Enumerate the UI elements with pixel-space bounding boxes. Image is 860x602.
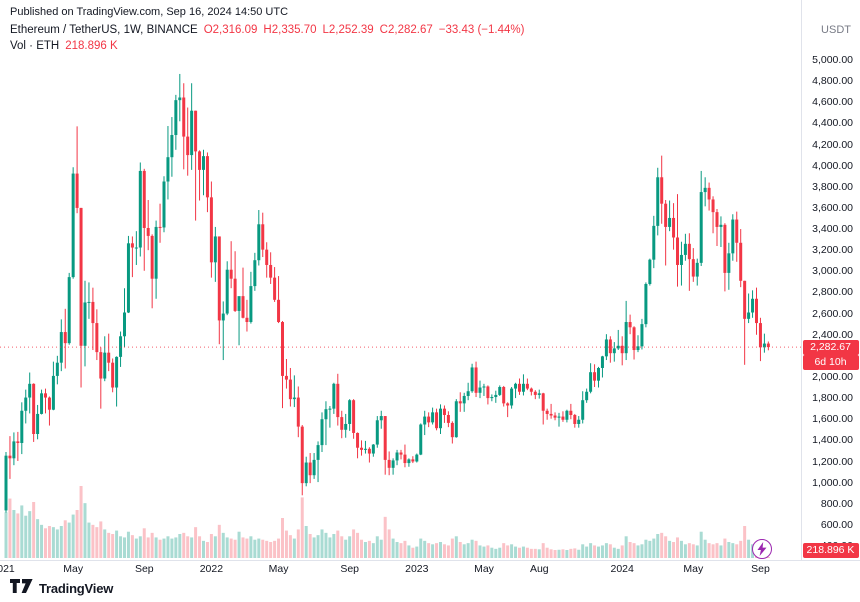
ohlc-low: L2,252.39 xyxy=(322,24,374,36)
price-tick-label: 3,800.00 xyxy=(812,180,853,193)
bar-countdown-badge: 6d 10h xyxy=(802,355,859,371)
tradingview-brand[interactable]: TradingView xyxy=(39,581,114,596)
time-axis-separator xyxy=(0,560,860,561)
volume-layer xyxy=(4,486,770,558)
time-tick-label: 2024 xyxy=(610,563,634,575)
price-tick-label: 4,200.00 xyxy=(812,138,853,151)
volume-label[interactable]: Vol · ETH xyxy=(10,40,60,52)
time-tick-label: Sep xyxy=(134,563,154,575)
footer: TradingView xyxy=(10,579,113,598)
price-tick-label: 3,200.00 xyxy=(812,244,853,257)
time-tick-label: 2022 xyxy=(199,563,224,575)
price-axis-separator xyxy=(801,0,802,560)
time-tick-label: May xyxy=(683,563,704,575)
volume-value: 218.896 K xyxy=(65,40,118,52)
price-tick-label: 1,000.00 xyxy=(812,476,853,489)
tradingview-logo-icon[interactable] xyxy=(10,579,33,598)
symbol-row: Ethereum / TetherUS, 1W, BINANCE O2,316.… xyxy=(10,22,524,38)
time-tick-label: Sep xyxy=(751,563,770,575)
price-tick-label: 2,400.00 xyxy=(812,328,853,341)
price-tick-label: 4,600.00 xyxy=(812,96,853,109)
price-tick-label: 4,800.00 xyxy=(812,75,853,88)
price-chart-canvas[interactable] xyxy=(0,0,802,576)
time-tick-label: 2023 xyxy=(405,563,429,575)
time-tick-label: May xyxy=(268,563,289,575)
symbol-title[interactable]: Ethereum / TetherUS, 1W, BINANCE xyxy=(10,24,198,36)
price-tick-label: 2,800.00 xyxy=(812,286,853,299)
price-tick-label: 600.00 xyxy=(820,518,853,531)
change-value: −33.43 (−1.44%) xyxy=(438,24,525,36)
lightning-icon xyxy=(757,542,767,556)
price-tick-label: 2,600.00 xyxy=(812,307,853,320)
price-tick-label: 1,400.00 xyxy=(812,434,853,447)
price-tick-label: 1,600.00 xyxy=(812,413,853,426)
quote-currency-label: USDT xyxy=(821,24,851,36)
price-tick-label: 3,400.00 xyxy=(812,223,853,235)
flash-button[interactable] xyxy=(752,539,772,559)
time-tick-label: 021 xyxy=(0,563,15,575)
ohlc-close: C2,282.67 xyxy=(379,24,433,36)
price-tick-label: 3,600.00 xyxy=(812,201,853,214)
time-tick-label: May xyxy=(474,563,494,575)
chart-legend: Ethereum / TetherUS, 1W, BINANCE O2,316.… xyxy=(10,22,524,54)
price-tick-label: 1,800.00 xyxy=(812,392,853,405)
price-tick-label: 1,200.00 xyxy=(812,455,853,468)
price-tick-label: 800.00 xyxy=(820,497,853,510)
time-tick-label: Aug xyxy=(529,563,549,575)
price-tick-label: 4,400.00 xyxy=(812,117,853,130)
time-axis[interactable]: 021 May Sep 2022 May Sep 2023 May Aug 2024 May Sep xyxy=(0,563,802,577)
ohlc-high: H2,335.70 xyxy=(263,24,317,36)
price-tick-label: 5,000.00 xyxy=(812,54,853,66)
published-note: Published on TradingView.com, Sep 16, 20… xyxy=(10,6,289,18)
time-tick-label: May xyxy=(63,563,84,575)
price-tick-label: 2,000.00 xyxy=(812,371,853,383)
price-tick-label: 3,000.00 xyxy=(812,265,853,278)
volume-badge: 218.896 K xyxy=(802,543,859,558)
price-tick-label: 4,000.00 xyxy=(812,159,853,172)
time-tick-label: Sep xyxy=(340,563,360,575)
last-price-badge: 2,282.67 xyxy=(802,339,859,355)
price-axis[interactable]: 5,000.00 4,800.00 4,600.00 4,400.00 4,200.00… xyxy=(802,0,860,560)
candles-layer[interactable] xyxy=(4,73,770,513)
volume-row: Vol · ETH 218.896 K xyxy=(10,38,524,54)
ohlc-open: O2,316.09 xyxy=(203,24,258,36)
